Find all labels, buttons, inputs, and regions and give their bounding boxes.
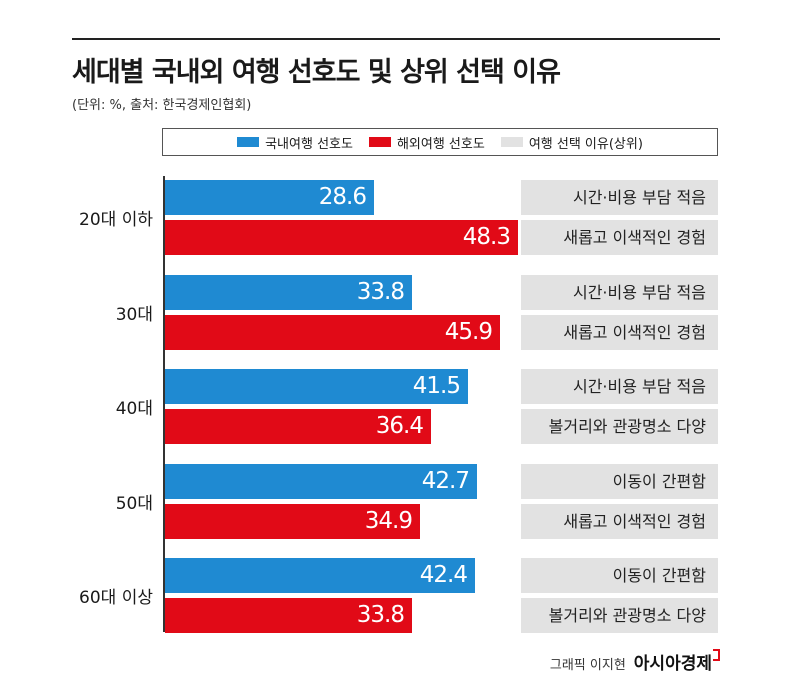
legend-swatch-reason (500, 137, 523, 147)
category-label: 40대 (115, 399, 153, 419)
legend-item-reason: 여행 선택 이유(상위) (500, 133, 643, 152)
legend-item-overseas: 해외여행 선호도 (368, 133, 485, 152)
reason-label: 시간·비용 부담 적음 (521, 180, 718, 215)
legend-label-reason: 여행 선택 이유(상위) (528, 136, 643, 152)
category-label: 30대 (115, 304, 153, 325)
bar-value-label: 45.9 (444, 318, 493, 345)
bar-domestic: 33.8 (165, 274, 412, 310)
legend-label-domestic: 국내여행 선호도 (265, 136, 353, 152)
category-axis-line (163, 176, 165, 632)
bar-value-label: 41.5 (412, 373, 461, 399)
reason-label: 볼거리와 관광명소 다양 (521, 598, 718, 633)
bar-value-label: 34.9 (364, 507, 413, 534)
category-label: 20대 이하 (79, 210, 153, 230)
brand-logo: 아시아경제 (634, 649, 720, 674)
bar-value-label: 33.8 (356, 278, 405, 305)
bar-value-label: 33.8 (356, 602, 405, 628)
reason-label: 새롭고 이색적인 경험 (521, 503, 718, 539)
chart-subtitle: (단위: %, 출처: 한국경제인협회) (72, 98, 252, 113)
bar-domestic: 42.4 (165, 558, 475, 593)
bar-overseas: 45.9 (165, 314, 500, 350)
bar-value-label: 42.4 (419, 562, 468, 588)
bar-overseas: 33.8 (165, 598, 412, 633)
reason-label: 볼거리와 관광명소 다양 (521, 409, 718, 444)
legend: 국내여행 선호도 해외여행 선호도 여행 선택 이유(상위) (162, 128, 718, 156)
reason-label: 새롭고 이색적인 경험 (521, 314, 718, 350)
reason-label: 이동이 간편함 (521, 558, 718, 593)
graphic-credit: 그래픽 이지현 (549, 658, 626, 673)
reason-label: 이동이 간편함 (521, 463, 718, 499)
bar-value-label: 48.3 (462, 224, 511, 250)
brand-mark-icon (713, 649, 720, 661)
category-label: 60대 이상 (79, 588, 153, 608)
chart-title: 세대별 국내외 여행 선호도 및 상위 선택 이유 (72, 57, 561, 88)
reason-label: 새롭고 이색적인 경험 (521, 220, 718, 255)
bar-value-label: 36.4 (375, 413, 424, 439)
bar-domestic: 28.6 (165, 180, 374, 215)
bar-domestic: 42.7 (165, 463, 477, 499)
bar-overseas: 36.4 (165, 409, 431, 444)
category-label: 50대 (115, 493, 153, 514)
reason-label: 시간·비용 부담 적음 (521, 369, 718, 404)
legend-swatch-domestic (237, 137, 260, 147)
bar-domestic: 41.5 (165, 369, 468, 404)
bar-value-label: 28.6 (318, 184, 367, 210)
brand-name: 아시아경제 (633, 654, 712, 674)
bar-value-label: 42.7 (421, 467, 470, 494)
legend-item-domestic: 국내여행 선호도 (237, 133, 353, 152)
bar-overseas: 48.3 (165, 220, 518, 255)
legend-swatch-overseas (368, 137, 391, 147)
credit: 그래픽 이지현 아시아경제 (550, 649, 720, 674)
bar-overseas: 34.9 (165, 503, 420, 539)
legend-label-overseas: 해외여행 선호도 (396, 136, 485, 152)
reason-label: 시간·비용 부담 적음 (521, 274, 718, 310)
top-rule (72, 38, 720, 40)
